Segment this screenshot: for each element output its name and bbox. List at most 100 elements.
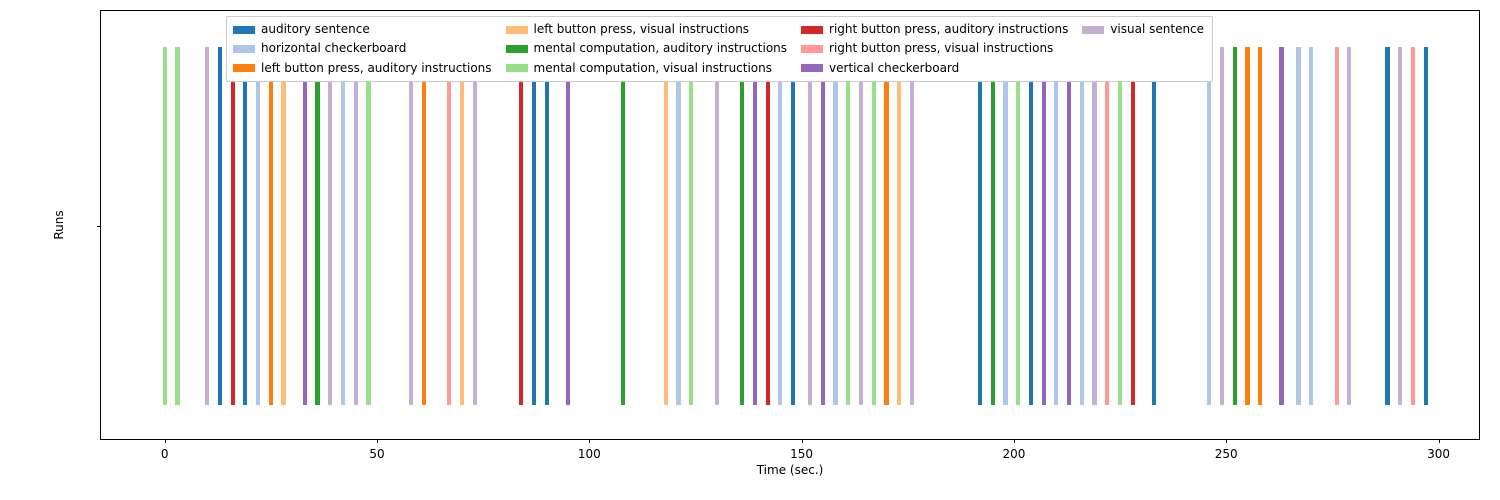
event-bar — [1029, 47, 1033, 405]
legend-swatch — [1082, 26, 1104, 34]
y-tick-label: 1 — [0, 219, 91, 233]
event-bar — [1335, 47, 1339, 405]
legend-column: visual sentence — [1082, 21, 1204, 77]
event-bar — [532, 47, 536, 405]
event-bar — [1220, 47, 1224, 405]
legend-label: right button press, visual instructions — [829, 40, 1053, 57]
legend-item: right button press, auditory instruction… — [801, 21, 1068, 38]
legend-item: horizontal checkerboard — [233, 40, 492, 57]
legend-swatch — [506, 64, 528, 72]
event-bar — [766, 47, 770, 405]
event-bar — [1042, 47, 1046, 405]
event-bar — [778, 47, 782, 405]
event-bar — [621, 47, 625, 405]
legend: auditory sentence horizontal checkerboard… — [226, 16, 1213, 82]
event-bar — [243, 47, 247, 405]
legend-item: left button press, auditory instructions — [233, 60, 492, 77]
x-tick-label: 200 — [1002, 447, 1025, 461]
legend-column: right button press, auditory instruction… — [801, 21, 1068, 77]
event-bar — [315, 47, 319, 405]
event-bar — [846, 47, 850, 405]
event-bar — [664, 47, 668, 405]
legend-item: left button press, visual instructions — [506, 21, 788, 38]
event-bar — [833, 47, 837, 405]
x-tick-label: 250 — [1215, 447, 1238, 461]
legend-swatch — [801, 64, 823, 72]
event-bar — [1233, 47, 1237, 405]
event-bar — [366, 47, 370, 405]
event-bar — [303, 47, 307, 405]
event-bar — [1398, 47, 1402, 405]
event-bar — [175, 47, 179, 405]
legend-item: vertical checkerboard — [801, 60, 1068, 77]
x-tick — [802, 439, 803, 443]
legend-swatch — [506, 26, 528, 34]
legend-label: left button press, auditory instructions — [261, 60, 492, 77]
x-tick — [1439, 439, 1440, 443]
legend-label: auditory sentence — [261, 21, 370, 38]
event-bar — [1245, 47, 1249, 405]
event-bar — [519, 47, 523, 405]
x-tick-label: 50 — [369, 447, 384, 461]
legend-swatch — [233, 64, 255, 72]
event-bar — [231, 47, 235, 405]
x-axis-label: Time (sec.) — [757, 463, 824, 477]
event-bar — [422, 47, 426, 405]
event-bar — [328, 47, 332, 405]
event-bar — [460, 47, 464, 405]
event-bar — [1152, 47, 1156, 405]
x-tick — [165, 439, 166, 443]
event-bar — [1080, 47, 1084, 405]
event-bar — [1424, 47, 1428, 405]
event-bar — [897, 47, 901, 405]
legend-label: mental computation, visual instructions — [534, 60, 772, 77]
event-bar — [1258, 47, 1262, 405]
event-bar — [566, 47, 570, 405]
legend-swatch — [233, 45, 255, 53]
y-axis-label: Runs — [52, 210, 66, 239]
event-bar — [715, 47, 719, 405]
legend-column: left button press, visual instructions me… — [506, 21, 788, 77]
x-tick-label: 0 — [161, 447, 169, 461]
event-bar — [1003, 47, 1007, 405]
event-bar — [1309, 47, 1313, 405]
event-bar — [1347, 47, 1351, 405]
event-bar — [1279, 47, 1283, 405]
legend-label: visual sentence — [1110, 21, 1204, 38]
event-bar — [859, 47, 863, 405]
legend-item: mental computation, visual instructions — [506, 60, 788, 77]
event-bar — [821, 47, 825, 405]
figure: 050100150200250300 1 Time (sec.) Runs au… — [0, 0, 1500, 500]
legend-item: mental computation, auditory instruction… — [506, 40, 788, 57]
event-bar — [1411, 47, 1415, 405]
event-bar — [163, 47, 167, 405]
event-bar — [689, 47, 693, 405]
event-bar — [1207, 47, 1211, 405]
event-bar — [409, 47, 413, 405]
event-bar — [281, 47, 285, 405]
event-bar — [808, 47, 812, 405]
x-tick — [1226, 439, 1227, 443]
event-bar — [991, 47, 995, 405]
event-bar — [753, 47, 757, 405]
event-bar — [872, 47, 876, 405]
event-bar — [910, 47, 914, 405]
event-bar — [354, 47, 358, 405]
legend-label: mental computation, auditory instruction… — [534, 40, 788, 57]
event-bar — [256, 47, 260, 405]
plot-axes: 050100150200250300 1 Time (sec.) Runs au… — [100, 10, 1480, 440]
legend-swatch — [506, 45, 528, 53]
event-bar — [676, 47, 680, 405]
event-bar — [1092, 47, 1096, 405]
event-bar — [447, 47, 451, 405]
event-bar — [1105, 47, 1109, 405]
x-tick-label: 150 — [790, 447, 813, 461]
x-tick — [377, 439, 378, 443]
event-bar — [218, 47, 222, 405]
event-bar — [205, 47, 209, 405]
legend-item: right button press, visual instructions — [801, 40, 1068, 57]
event-bar — [1016, 47, 1020, 405]
event-bar — [1385, 47, 1389, 405]
legend-column: auditory sentence horizontal checkerboard… — [233, 21, 492, 77]
event-bar — [1067, 47, 1071, 405]
